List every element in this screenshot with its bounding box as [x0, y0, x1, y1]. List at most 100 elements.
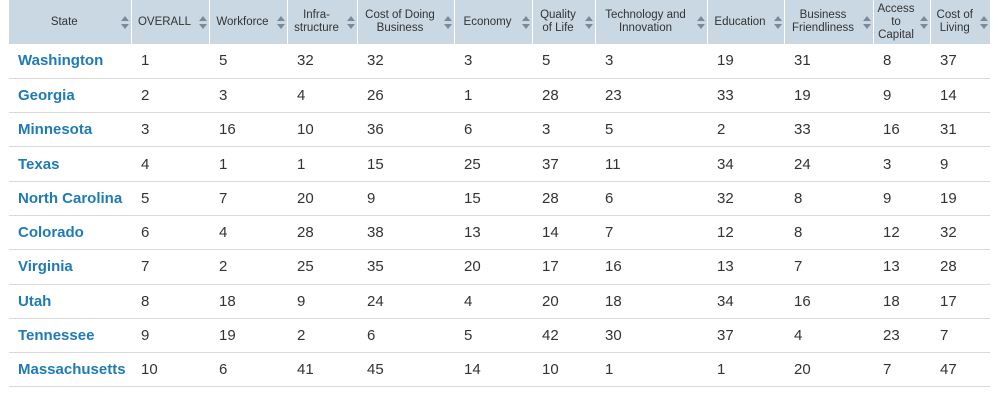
state-link[interactable]: North Carolina [18, 189, 123, 207]
rank-cell-workforce: 16 [219, 121, 236, 139]
rank-cell-quality-of-life: 5 [542, 52, 551, 70]
state-link[interactable]: Washington [18, 52, 104, 70]
state-cell: Colorado [9, 215, 131, 249]
rank-cell-overall: 3 [141, 121, 150, 139]
state-cell: Georgia [9, 78, 131, 112]
rank-cell-education: 1 [717, 361, 726, 379]
state-link[interactable]: Colorado [18, 224, 84, 242]
rank-cell-education: 13 [717, 258, 734, 276]
sort-arrows-icon[interactable] [773, 15, 782, 29]
sort-arrows-icon[interactable] [862, 15, 871, 29]
rank-cell-infrastructure: 2 [297, 327, 306, 345]
rank-cell-business-friendliness: 7 [794, 258, 803, 276]
rank-cell-cost-of-doing-business: 32 [367, 52, 384, 70]
state-link[interactable]: Virginia [18, 258, 73, 276]
rank-cell-business-friendliness: 20 [794, 361, 811, 379]
table-row: Texas 4 1 1 15 25 37 11 34 24 3 9 [9, 147, 990, 182]
column-header-quality-of-life[interactable]: Quality of Life [531, 0, 595, 44]
rank-cell-access-to-capital: 12 [883, 224, 900, 242]
rank-cell-economy: 13 [464, 224, 481, 242]
rank-cell-quality-of-life: 10 [542, 361, 559, 379]
rank-cell-overall: 2 [141, 86, 150, 104]
rank-cell-overall: 8 [141, 292, 150, 310]
table-body: Washington 1 5 32 32 3 5 3 19 31 8 37 Georgia 2 3 4 26 1 2… [9, 44, 990, 387]
rank-cell-technology-and-innovation: 30 [605, 327, 622, 345]
rank-cell-technology-and-innovation: 7 [605, 224, 614, 242]
rank-cell-business-friendliness: 8 [794, 189, 803, 207]
state-link[interactable]: Tennessee [18, 327, 95, 345]
table-row: Virginia 7 2 25 35 20 17 16 13 7 13 28 [9, 250, 990, 285]
column-header-technology-and-innovation[interactable]: Technology and Innovation [594, 0, 707, 44]
rank-cell-overall: 4 [141, 155, 150, 173]
column-header-education[interactable]: Education [706, 0, 784, 44]
rank-cell-economy: 3 [464, 52, 473, 70]
rank-cell-quality-of-life: 14 [542, 224, 559, 242]
column-header-label: Cost of Living [936, 9, 973, 34]
column-header-label: OVERALL [137, 15, 192, 28]
sort-arrows-icon[interactable] [696, 15, 705, 29]
rank-cell-education: 33 [717, 86, 734, 104]
state-link[interactable]: Minnesota [18, 121, 93, 139]
sort-arrows-icon[interactable] [346, 15, 355, 29]
rank-cell-overall: 10 [141, 361, 158, 379]
rank-cell-business-friendliness: 16 [794, 292, 811, 310]
rank-cell-workforce: 19 [219, 327, 236, 345]
rank-cell-access-to-capital: 8 [883, 52, 892, 70]
rank-cell-economy: 1 [464, 86, 473, 104]
column-header-cost-of-doing-business[interactable]: Cost of Doing Business [356, 0, 454, 44]
rank-cell-education: 12 [717, 224, 734, 242]
column-header-overall[interactable]: OVERALL [130, 0, 209, 44]
rank-cell-cost-of-living: 19 [940, 189, 957, 207]
rank-cell-quality-of-life: 28 [542, 189, 559, 207]
rank-cell-technology-and-innovation: 3 [605, 52, 614, 70]
sort-arrows-icon[interactable] [443, 15, 452, 29]
column-header-business-friendliness[interactable]: Business Friendliness [783, 0, 873, 44]
column-header-infrastructure[interactable]: Infra-structure [286, 0, 357, 44]
rank-cell-education: 2 [717, 121, 726, 139]
rank-cell-economy: 20 [464, 258, 481, 276]
sort-arrows-icon[interactable] [521, 15, 530, 29]
rank-cell-education: 34 [717, 292, 734, 310]
table-row: Colorado 6 4 28 38 13 14 7 12 8 12 32 [9, 215, 990, 250]
rank-cell-business-friendliness: 8 [794, 224, 803, 242]
rank-cell-access-to-capital: 7 [883, 361, 892, 379]
sort-arrows-icon[interactable] [919, 15, 928, 29]
sort-arrows-icon[interactable] [198, 15, 207, 29]
sort-arrows-icon[interactable] [980, 15, 988, 29]
rank-cell-technology-and-innovation: 11 [605, 155, 621, 173]
rank-cell-infrastructure: 20 [297, 189, 314, 207]
rank-cell-cost-of-doing-business: 24 [367, 292, 384, 310]
sort-arrows-icon[interactable] [120, 15, 129, 29]
rank-cell-access-to-capital: 23 [883, 327, 900, 345]
rank-cell-workforce: 7 [219, 189, 228, 207]
rank-cell-cost-of-doing-business: 36 [367, 121, 384, 139]
rank-cell-overall: 6 [141, 224, 150, 242]
sort-arrows-icon[interactable] [584, 15, 593, 29]
column-header-label: Access to Capital [877, 2, 915, 41]
table-row: Utah 8 18 9 24 4 20 18 34 16 18 17 [9, 284, 990, 319]
state-link[interactable]: Massachusetts [18, 361, 126, 379]
state-cell: Utah [9, 284, 131, 318]
rank-cell-overall: 9 [141, 327, 150, 345]
sort-arrows-icon[interactable] [276, 15, 285, 29]
column-header-access-to-capital[interactable]: Access to Capital [872, 0, 930, 44]
rank-cell-cost-of-living: 28 [940, 258, 957, 276]
state-rankings-table: State OVERALL Workforce Infra-structure Cost… [9, 0, 990, 387]
column-header-economy[interactable]: Economy [453, 0, 532, 44]
column-header-workforce[interactable]: Workforce [208, 0, 287, 44]
state-cell: Virginia [9, 250, 131, 284]
state-link[interactable]: Georgia [18, 86, 75, 104]
rank-cell-infrastructure: 1 [297, 155, 306, 173]
rank-cell-access-to-capital: 16 [883, 121, 900, 139]
rank-cell-quality-of-life: 3 [542, 121, 551, 139]
rank-cell-access-to-capital: 9 [883, 189, 892, 207]
rank-cell-technology-and-innovation: 23 [605, 86, 622, 104]
state-link[interactable]: Utah [18, 292, 52, 310]
state-link[interactable]: Texas [18, 155, 60, 173]
column-header-state[interactable]: State [9, 0, 131, 44]
state-cell: Tennessee [9, 318, 131, 352]
rank-cell-workforce: 6 [219, 361, 228, 379]
rank-cell-workforce: 4 [219, 224, 228, 242]
table-row: Massachusetts 10 6 41 45 14 10 1 1 20 7 47 [9, 353, 990, 387]
column-header-cost-of-living[interactable]: Cost of Living [929, 0, 990, 44]
